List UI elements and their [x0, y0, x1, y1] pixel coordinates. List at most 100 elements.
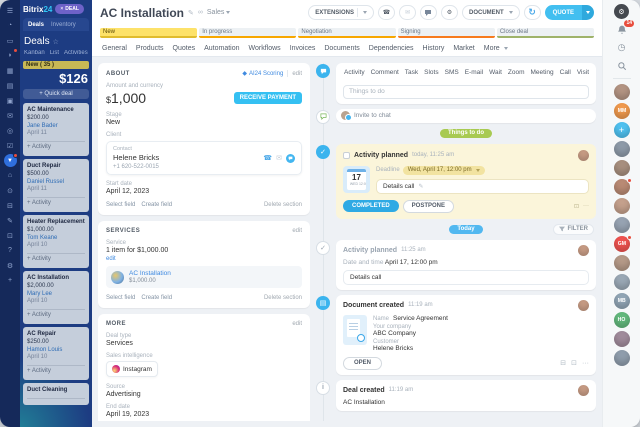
deal-tab[interactable]: History — [422, 45, 445, 52]
calendar-widget[interactable]: 17 WED 12:00 — [343, 165, 370, 193]
avatar[interactable] — [578, 299, 589, 311]
user-avatar[interactable]: MB — [613, 293, 630, 309]
deal-tab[interactable]: Quotes — [172, 45, 196, 52]
deal-tab[interactable]: Automation — [204, 45, 240, 52]
ai-scoring-link[interactable]: ◆ AI24 Scoring — [242, 70, 284, 78]
deal-tab[interactable]: Products — [135, 45, 164, 52]
help-icon[interactable]: ? — [8, 247, 12, 254]
crm-icon[interactable]: ▼ — [0, 153, 20, 168]
more-icon[interactable]: ··· — [582, 359, 589, 367]
mail-icon[interactable]: ✉ — [276, 155, 282, 162]
avatar[interactable] — [578, 149, 589, 161]
deal-tab[interactable]: Documents — [324, 45, 360, 52]
mail-icon[interactable]: ✉ — [7, 112, 13, 120]
document-preview[interactable] — [343, 314, 367, 345]
avatar[interactable] — [578, 244, 589, 256]
user-avatar[interactable] — [613, 350, 630, 366]
breadcrumb[interactable]: Sales — [207, 9, 231, 16]
avatar[interactable] — [578, 384, 589, 396]
column-header[interactable]: New ( 35 ) — [23, 61, 89, 69]
composer-tab[interactable]: Meeting — [530, 69, 554, 76]
deal-type-value[interactable]: Services — [106, 340, 133, 347]
pulse-icon[interactable]: ◔ — [7, 22, 13, 29]
deal-slider-chip[interactable]: × DEAL — [55, 4, 84, 14]
select-field-link[interactable]: Select field — [106, 202, 136, 208]
doc-name[interactable]: Service Agreement — [393, 314, 448, 322]
kanban-card[interactable]: AC Repair $250.00 Hamon Louis April 10 +… — [23, 326, 89, 380]
kanban-view-tab[interactable]: List — [49, 50, 60, 56]
composer-tab[interactable]: E-mail — [464, 69, 484, 76]
tasks-icon[interactable]: ☑ — [6, 142, 14, 150]
composer-tab[interactable]: Wait — [489, 69, 502, 76]
composer-tab[interactable]: Slots — [424, 69, 439, 76]
printer-icon[interactable]: ⊟ — [560, 360, 567, 367]
doc-customer[interactable]: Helene Bricks — [373, 344, 414, 352]
composer-tab[interactable]: Comment — [370, 69, 399, 76]
start-date-value[interactable]: April 12, 2023 — [106, 188, 150, 195]
deal-tab[interactable]: Invoices — [289, 45, 316, 52]
copy-link-icon[interactable]: ∞ — [197, 9, 203, 16]
note-icon[interactable]: ⊡ — [573, 203, 579, 210]
deal-tab[interactable]: Workflows — [248, 45, 281, 52]
add-icon[interactable]: + — [7, 277, 13, 284]
more-icon[interactable]: ··· — [583, 203, 589, 209]
delete-section-link[interactable]: Delete section — [263, 202, 302, 208]
user-avatar[interactable] — [613, 198, 630, 214]
postpone-button[interactable]: POSTPONE — [402, 199, 455, 213]
composer-tab[interactable]: Task — [404, 69, 419, 76]
store-icon[interactable]: ⊟ — [7, 202, 13, 210]
docs-icon[interactable]: ▤ — [6, 82, 14, 90]
messenger-icon[interactable] — [286, 153, 295, 163]
pipeline-stage[interactable]: Close deal — [496, 27, 595, 38]
end-date-value[interactable]: April 19, 2023 — [106, 411, 150, 418]
calendar-icon[interactable]: ▦ — [6, 67, 14, 75]
extensions-button[interactable]: EXTENSIONS — [308, 5, 374, 20]
settings-icon[interactable]: ⚙ — [6, 262, 14, 270]
close-icon[interactable]: × — [60, 6, 64, 12]
menu-icon[interactable]: ☰ — [6, 7, 14, 15]
user-avatar[interactable] — [613, 178, 632, 195]
open-document-button[interactable]: OPEN — [343, 356, 383, 370]
edit-more-link[interactable]: edit — [292, 321, 302, 327]
contact-name[interactable]: Helene Bricks — [113, 153, 160, 162]
edit-about-link[interactable]: edit — [292, 70, 302, 77]
drive-icon[interactable]: ▣ — [6, 97, 14, 105]
filter-button[interactable]: FILTER — [553, 223, 594, 235]
document-button[interactable]: DOCUMENT — [461, 5, 520, 20]
tab-deals[interactable]: Deals — [28, 21, 45, 28]
source-value[interactable]: Advertising — [106, 391, 141, 398]
deal-tab[interactable]: General — [102, 45, 127, 52]
todo-input[interactable] — [343, 84, 589, 99]
pipeline-stage[interactable]: Negotiation — [298, 27, 396, 38]
user-avatar[interactable] — [613, 141, 630, 157]
phone-icon[interactable]: ☎ — [263, 155, 273, 162]
stage-value[interactable]: New — [106, 119, 121, 126]
select-field-link[interactable]: Select field — [106, 295, 136, 301]
messenger-icon[interactable]: ◗ — [0, 48, 20, 63]
user-avatar[interactable]: MM — [613, 103, 630, 119]
contact-phone[interactable]: +1 620-522-0015 — [113, 164, 159, 170]
settings-button[interactable]: ⚙ — [440, 5, 458, 20]
history-button[interactable]: ◷ — [614, 40, 629, 55]
task-text-row[interactable]: Details call — [343, 269, 589, 285]
favorite-star-icon[interactable]: ☆ — [52, 38, 59, 46]
email-button[interactable]: ✉ — [398, 5, 416, 20]
edit-title-icon[interactable]: ✎ — [188, 9, 194, 17]
edit-services-link[interactable]: edit — [292, 228, 302, 234]
pipeline-stage[interactable]: In progress — [199, 27, 297, 38]
deal-tab[interactable]: Dependencies — [368, 45, 414, 52]
service-item-row[interactable]: AC Installation $1,000.00 — [106, 266, 302, 288]
invite-to-chat-row[interactable]: Invite to chat — [336, 108, 596, 123]
edit-pencil-icon[interactable]: ✎ — [418, 183, 424, 190]
user-avatar[interactable]: HO — [613, 312, 630, 328]
sign-icon[interactable]: ✎ — [7, 217, 13, 225]
user-avatar[interactable] — [613, 217, 630, 233]
delete-section-link[interactable]: Delete section — [263, 295, 302, 301]
create-field-link[interactable]: Create field — [141, 295, 173, 301]
create-field-link[interactable]: Create field — [141, 202, 173, 208]
notifications-button[interactable]: 14 — [614, 20, 634, 37]
kanban-view-tab[interactable]: Activities — [64, 50, 88, 56]
user-avatar[interactable]: + — [613, 122, 630, 138]
service-item-name[interactable]: AC Installation — [129, 270, 171, 277]
deal-tab-more[interactable]: More — [484, 45, 508, 56]
